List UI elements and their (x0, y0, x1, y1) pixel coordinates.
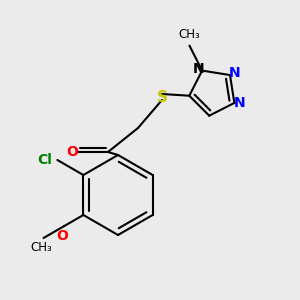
Text: S: S (157, 91, 167, 106)
Text: O: O (66, 145, 78, 159)
Text: N: N (192, 61, 204, 76)
Text: CH₃: CH₃ (31, 241, 52, 254)
Text: Cl: Cl (38, 153, 52, 167)
Text: CH₃: CH₃ (178, 28, 200, 40)
Text: O: O (56, 229, 68, 243)
Text: N: N (229, 66, 241, 80)
Text: N: N (234, 96, 245, 110)
